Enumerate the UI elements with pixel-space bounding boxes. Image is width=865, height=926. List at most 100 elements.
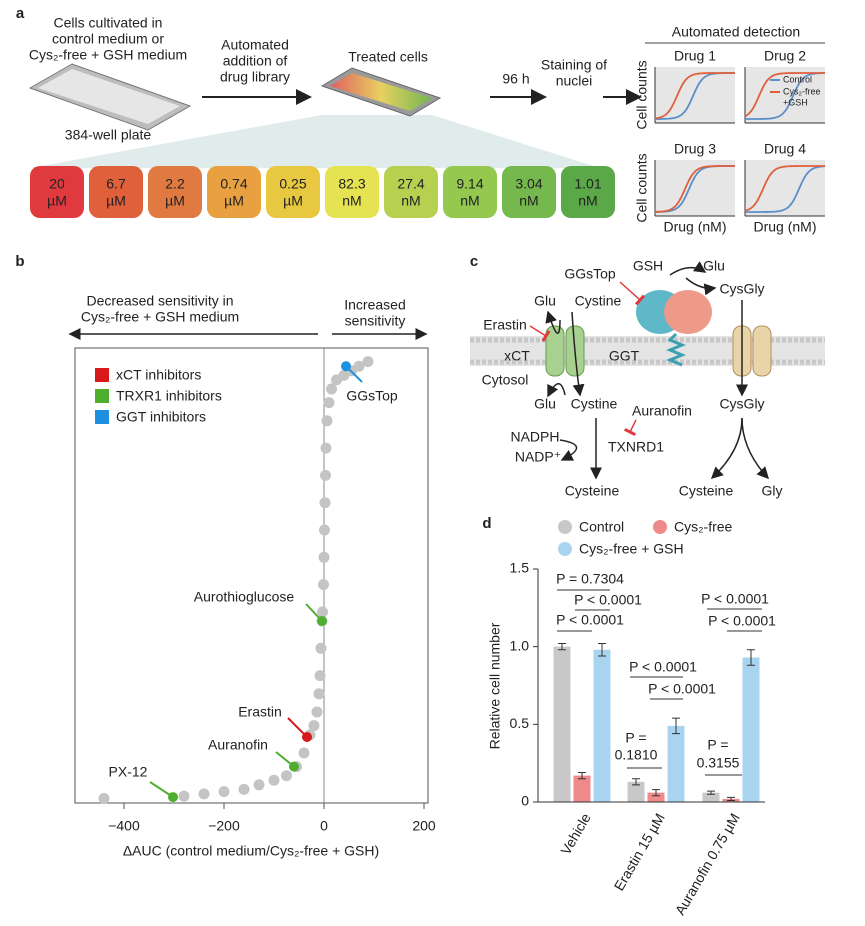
- bar: [702, 792, 720, 802]
- legend-swatch: [558, 520, 572, 534]
- annotation: sensitivity: [345, 313, 406, 329]
- mini-plot: [655, 67, 735, 123]
- mini-curve: [744, 165, 825, 212]
- point: [323, 397, 335, 409]
- diagram-label: NADP⁺: [515, 449, 561, 465]
- concentration-unit: µM: [283, 193, 303, 209]
- mini-y-label: Cell counts: [634, 60, 650, 129]
- highlight-point: [289, 761, 299, 772]
- well: [30, 166, 84, 218]
- highlight-label: Erastin: [238, 704, 282, 720]
- point: [308, 720, 320, 732]
- legend-text: TRXR1 inhibitors: [116, 388, 222, 404]
- bar: [553, 646, 571, 802]
- well: [502, 166, 556, 218]
- diagram-label: CysGly: [719, 396, 764, 412]
- mini-plot: [745, 67, 825, 123]
- concentration-unit: nM: [519, 193, 538, 209]
- diagram-label: GGsTop: [564, 266, 616, 282]
- diagram-label: NADPH: [510, 429, 559, 445]
- x-axis-label: ΔAUC (control medium/Cys₂-free + GSH): [123, 843, 379, 859]
- diagram-label: Cystine: [571, 396, 618, 412]
- p-value: P < 0.0001: [556, 612, 624, 628]
- diagram-label: CysGly: [719, 281, 764, 297]
- concentration-unit: nM: [460, 193, 479, 209]
- point: [313, 688, 325, 700]
- point: [318, 579, 329, 591]
- concentration-unit: µM: [224, 193, 244, 209]
- y-axis-label: Relative cell number: [487, 622, 503, 749]
- panel-label: c: [470, 253, 478, 270]
- diagram-label: Cysteine: [565, 483, 620, 499]
- bar: [667, 725, 685, 802]
- legend-text: Cys₂-free: [783, 86, 821, 96]
- highlight-point: [302, 732, 312, 743]
- diagram-label: Glu: [534, 293, 556, 309]
- treated-text: Treated cells: [348, 49, 428, 65]
- legend-text: GGT inhibitors: [116, 409, 206, 425]
- point: [238, 783, 250, 795]
- panel-label: d: [482, 515, 491, 532]
- error-bar: [652, 789, 660, 797]
- step-text: addition of: [223, 53, 288, 69]
- transporter: [752, 325, 772, 377]
- c-arrows: [545, 261, 770, 480]
- plate-label: 384-well plate: [65, 127, 152, 143]
- diagram-label: GSH: [633, 258, 663, 274]
- diagram-label: Glu: [703, 258, 725, 274]
- point: [326, 383, 337, 395]
- legend-text: Control: [783, 74, 812, 84]
- diagram-label: GGT: [609, 348, 640, 364]
- well: [89, 166, 143, 218]
- p-value: P = 0.7304: [556, 571, 624, 587]
- annotation: Cys₂-free + GSH medium: [81, 309, 239, 325]
- concentration-unit: µM: [165, 193, 185, 209]
- legend-swatch: [95, 368, 109, 382]
- point: [331, 374, 342, 386]
- diagram-label: Cytosol: [482, 372, 529, 388]
- concentration: 2.2: [165, 176, 185, 192]
- p-value: P < 0.0001: [701, 591, 769, 607]
- mini-plot: [655, 160, 735, 216]
- bar: [573, 775, 591, 802]
- p-value: P < 0.0001: [629, 659, 697, 675]
- point: [253, 779, 265, 791]
- point: [178, 790, 190, 802]
- mini-curve: [744, 72, 826, 120]
- point: [311, 706, 323, 718]
- mini-curve: [745, 165, 826, 213]
- diagram-label: xCT: [504, 348, 530, 364]
- diagram-label: TXNRD1: [608, 439, 664, 455]
- point: [218, 786, 230, 798]
- p-value: P < 0.0001: [708, 613, 776, 629]
- zoom-band: [30, 115, 600, 168]
- ggt: [664, 290, 712, 334]
- drug-label: Drug 2: [764, 48, 806, 64]
- point: [362, 356, 374, 368]
- point: [315, 642, 327, 654]
- x-tick-label: Vehicle: [557, 810, 594, 857]
- mini-curve: [654, 165, 736, 213]
- mini-curve: [744, 72, 825, 118]
- y-tick-label: 0: [521, 793, 529, 809]
- treated-wells: [330, 73, 432, 111]
- bar: [647, 792, 665, 802]
- p-value: 0.1810: [615, 747, 658, 763]
- time-text: 96 h: [502, 71, 529, 87]
- mini-x-label: Drug (nM): [753, 219, 816, 235]
- drug-label: Drug 1: [674, 48, 716, 64]
- error-bar: [747, 649, 755, 666]
- c-inhibitions: [529, 281, 646, 437]
- concentration: 1.01: [574, 176, 601, 192]
- y-tick-label: 1.5: [510, 560, 530, 576]
- x-tick-label: 200: [412, 818, 436, 834]
- drug-label: Drug 3: [674, 141, 716, 157]
- error-bar: [727, 796, 735, 801]
- concentration: 0.25: [279, 176, 306, 192]
- legend-text: Cys₂-free + GSH: [579, 541, 684, 557]
- concentration: 0.74: [220, 176, 247, 192]
- legend-swatch: [95, 410, 109, 424]
- x-tick-label: −400: [108, 818, 140, 834]
- point: [318, 551, 330, 563]
- point: [298, 747, 310, 759]
